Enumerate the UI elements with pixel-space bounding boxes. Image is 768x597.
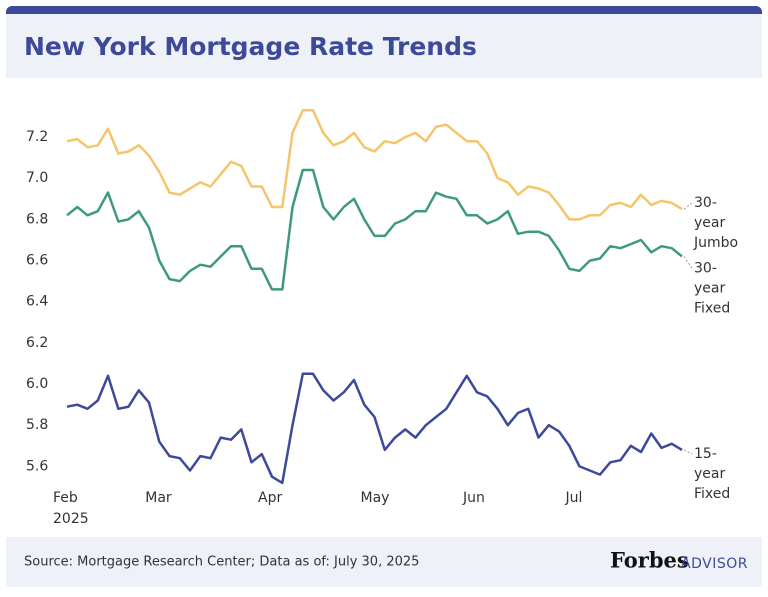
y-tick-label: 5.6: [26, 458, 48, 474]
legend-leader: [683, 256, 693, 269]
x-tick-label: Feb 2025: [53, 490, 89, 527]
y-tick-label: 7.0: [26, 170, 48, 186]
brand-suffix: ADVISOR: [681, 556, 748, 572]
y-tick-label: 6.6: [26, 253, 48, 269]
chart-title: New York Mortgage Rate Trends: [24, 32, 477, 61]
footer-box: [6, 537, 762, 587]
legend-leader: [683, 202, 693, 210]
x-tick-label: Jul: [565, 490, 583, 506]
legend-label: 15-year Fixed: [694, 446, 730, 502]
legend-label: 30-year Jumbo: [693, 195, 738, 251]
x-tick-label: Jun: [462, 490, 485, 506]
y-tick-label: 5.8: [26, 417, 48, 433]
y-tick-label: 6.2: [26, 335, 48, 351]
y-tick-label: 6.0: [26, 376, 48, 392]
series-line: [66, 168, 683, 291]
x-tick-label: Apr: [258, 490, 282, 506]
legend-label: 30-year Fixed: [694, 260, 730, 316]
legend-leader: [683, 449, 693, 455]
series-line: [66, 109, 683, 221]
x-tick-label: May: [361, 490, 390, 506]
y-tick-label: 7.2: [26, 129, 48, 145]
series-line: [66, 372, 683, 485]
y-tick-label: 6.8: [26, 211, 48, 227]
x-tick-label: Mar: [145, 490, 172, 506]
y-tick-label: 6.4: [26, 294, 48, 310]
header-box: [6, 14, 762, 78]
brand-name: Forbes: [610, 548, 689, 573]
source-note: Source: Mortgage Research Center; Data a…: [24, 555, 419, 570]
